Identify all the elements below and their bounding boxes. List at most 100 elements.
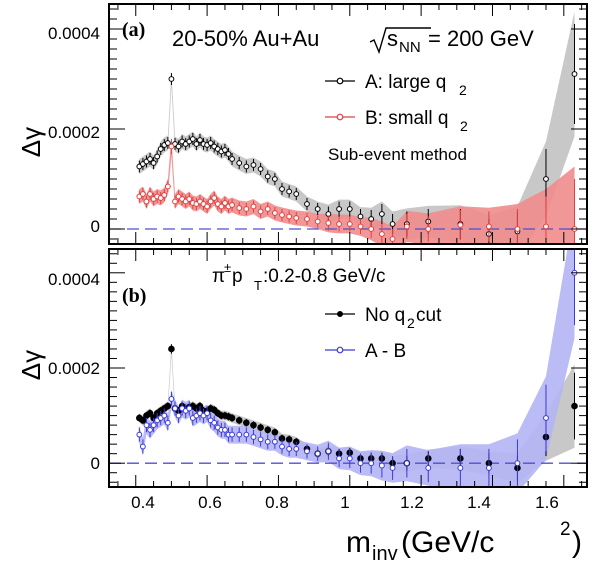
data-point-b-s1-35 [293, 441, 300, 457]
title-b-pi: π [212, 266, 225, 287]
point-marker [486, 223, 492, 230]
sqrt-sign-icon [369, 27, 431, 55]
point-marker [403, 223, 410, 230]
data-point-b-s1-44 [389, 456, 396, 480]
data-point-a-s1-34 [286, 210, 293, 223]
point-marker [336, 206, 342, 212]
point-marker [336, 221, 342, 227]
point-marker [304, 448, 310, 455]
point-marker [571, 402, 578, 410]
point-marker [368, 460, 375, 467]
data-point-a-s0-25 [225, 148, 232, 160]
legend-a-series-a-sub: 2 [459, 82, 467, 98]
x-axis-label-unit: (GeV/c [401, 526, 494, 559]
point-marker [189, 136, 196, 142]
data-point-b-s0-29 [250, 421, 257, 429]
data-point-a-s1-14 [186, 193, 193, 205]
data-point-a-s1-47 [457, 210, 464, 240]
data-point-a-s0-4 [150, 157, 157, 169]
data-point-a-s0-0 [136, 160, 143, 173]
title-b-pt: p [232, 266, 243, 287]
title-b-pi-sup: ± [224, 260, 231, 275]
point-marker [157, 146, 164, 152]
data-point-a-s0-26 [229, 153, 235, 165]
y-tick-labels-panel-b: 0.0004 0.0002 0 [48, 270, 100, 473]
data-point-a-s0-16 [193, 138, 200, 150]
data-point-a-s1-3 [147, 188, 153, 200]
point-marker [514, 226, 521, 232]
x-axis-label: m inv (GeV/c 2 ) [346, 519, 582, 564]
point-marker [186, 196, 193, 202]
point-marker [139, 443, 146, 450]
data-point-a-s1-7 [161, 189, 168, 201]
data-point-a-s1-20 [207, 195, 214, 208]
y-tick-label-a-0: 0.0004 [48, 24, 100, 43]
x-axis-label-sub: inv [372, 543, 398, 564]
systematic-band-b-series-1 [139, 249, 575, 487]
data-point-b-s1-43 [378, 453, 385, 478]
point-marker [403, 460, 410, 467]
point-marker [571, 71, 578, 77]
data-point-a-s1-43 [378, 224, 385, 244]
data-point-b-s1-28 [243, 427, 250, 442]
data-point-b-s1-1 [139, 439, 146, 454]
point-marker [164, 140, 171, 146]
point-marker [168, 345, 175, 353]
point-marker [457, 222, 464, 228]
y-tick-label-a-2: 0 [91, 217, 100, 236]
data-point-b-s1-2 [143, 417, 150, 433]
data-point-b-s1-46 [425, 453, 432, 483]
data-point-b-s1-19 [204, 406, 210, 421]
point-marker [168, 143, 175, 150]
frame-panel-a [108, 3, 588, 245]
point-marker [229, 156, 235, 162]
point-marker [225, 151, 232, 157]
legend-panel-b: No q 2 cut A - B [325, 305, 442, 362]
data-point-b-s1-42 [368, 452, 375, 474]
data-point-a-s1-46 [425, 216, 432, 242]
point-marker [147, 156, 153, 162]
point-marker [257, 424, 264, 431]
data-point-a-s0-34 [286, 185, 293, 198]
x-axis-label-m: m [346, 526, 371, 559]
data-point-a-s1-10 [172, 195, 178, 208]
data-point-b-s0-51 [571, 372, 578, 440]
data-point-b-s0-28 [243, 418, 250, 427]
data-point-b-s1-39 [336, 449, 342, 468]
data-point-a-s1-17 [197, 195, 203, 208]
point-marker [336, 455, 342, 462]
point-marker [222, 147, 228, 153]
data-point-b-s1-7 [161, 408, 168, 423]
data-point-a-s0-39 [336, 201, 342, 217]
point-marker [389, 221, 396, 227]
annotation-sub-event-method: Sub-event method [328, 145, 467, 164]
data-point-b-s1-41 [357, 453, 364, 473]
data-point-b-s1-36 [304, 444, 310, 459]
point-marker [514, 460, 521, 467]
data-point-b-s1-32 [271, 434, 278, 449]
data-point-b-s1-21 [211, 415, 218, 430]
y-axis-label-panel-a: Δγ [16, 127, 46, 157]
point-marker [314, 218, 321, 225]
point-marker [257, 166, 264, 172]
data-point-b-s0-31 [264, 426, 272, 434]
x-axis-label-sup: 2 [560, 519, 571, 540]
data-point-b-s1-33 [279, 439, 285, 454]
data-point-a-s0-37 [314, 203, 321, 215]
point-marker [139, 191, 146, 197]
data-point-a-s1-39 [336, 216, 342, 232]
point-marker [264, 426, 272, 434]
data-point-b-s1-50 [543, 384, 549, 452]
y-tick-label-b-2: 0 [91, 454, 100, 473]
title-panel-a: 20-50% Au+Au s NN = 200 GeV [172, 26, 534, 56]
data-point-b-s1-49 [514, 439, 521, 487]
point-marker [147, 191, 153, 197]
point-marker [228, 414, 236, 422]
x-tick-label-3: 1 [340, 493, 349, 512]
point-marker [368, 226, 375, 232]
legend-b-series-b-marker [336, 346, 344, 354]
point-marker [250, 203, 257, 210]
point-marker [304, 201, 310, 207]
legend-b-series-a-label: No q [365, 305, 405, 326]
